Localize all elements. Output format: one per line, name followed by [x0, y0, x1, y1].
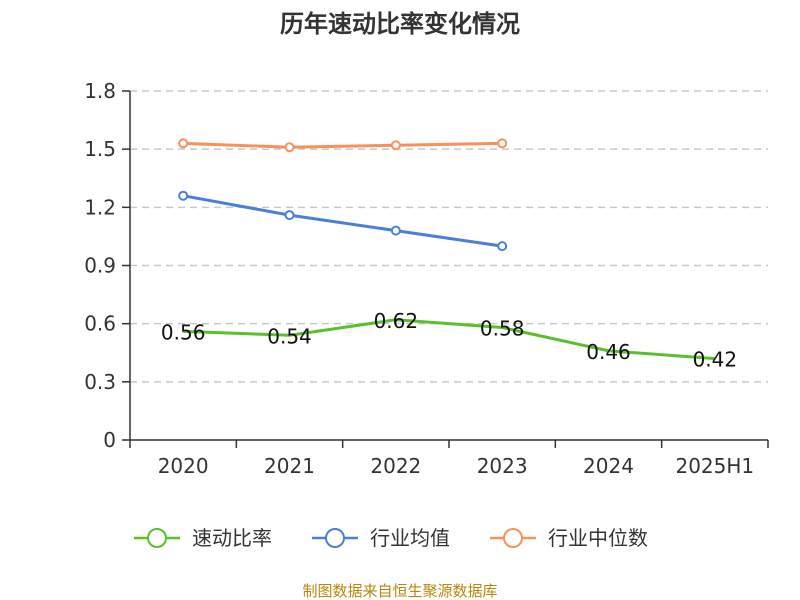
- legend-swatch-marker: [325, 528, 345, 548]
- axes: [122, 90, 769, 448]
- x-tick-label: 2020: [158, 454, 209, 478]
- x-tick-label: 2021: [264, 454, 315, 478]
- data-label: 0.56: [161, 320, 206, 344]
- x-axis-ticks: 2020 2021 2022 2023 2024 2025H1: [158, 454, 754, 478]
- series-0: 0.56 0.54 0.62 0.58 0.46 0.42: [161, 309, 737, 372]
- x-tick-label: 2023: [477, 454, 528, 478]
- series-line: [183, 141, 503, 149]
- data-point: [178, 138, 189, 149]
- legend-swatch-marker: [147, 528, 167, 548]
- legend-item-0[interactable]: 速动比率: [134, 526, 272, 550]
- y-tick-label: 0.3: [84, 370, 116, 394]
- y-tick-label: 0.9: [84, 254, 116, 278]
- data-point: [284, 142, 295, 153]
- data-point: [390, 225, 401, 236]
- x-tick-label: 2024: [583, 454, 634, 478]
- data-label: 0.54: [267, 324, 312, 348]
- legend-item-1[interactable]: 行业均值: [312, 526, 450, 550]
- y-tick-label: 1.2: [84, 195, 116, 219]
- legend[interactable]: 速动比率 行业均值 行业中位数: [134, 526, 648, 550]
- y-tick-label: 1.5: [84, 137, 116, 161]
- series-1: [178, 190, 508, 252]
- data-label: 0.62: [374, 309, 419, 333]
- x-tick-label: 2025H1: [675, 454, 754, 478]
- series-2: [178, 138, 508, 153]
- source-note: 制图数据来自恒生聚源数据库: [302, 582, 497, 600]
- legend-label: 速动比率: [192, 526, 272, 550]
- x-tick-label: 2022: [370, 454, 421, 478]
- y-tick-label: 0: [103, 428, 116, 452]
- data-point: [284, 210, 295, 221]
- data-label: 0.58: [480, 317, 525, 341]
- legend-label: 行业中位数: [548, 526, 648, 550]
- series-layer: 0.56 0.54 0.62 0.58 0.46 0.42: [161, 138, 737, 372]
- grid-lines: [130, 90, 768, 383]
- data-point: [178, 190, 189, 201]
- data-point: [390, 140, 401, 151]
- series-line: [183, 318, 715, 361]
- y-tick-label: 0.6: [84, 312, 116, 336]
- legend-item-2[interactable]: 行业中位数: [490, 526, 648, 550]
- y-axis-ticks: 0 0.3 0.6 0.9 1.2 1.5 1.8: [84, 79, 116, 452]
- data-point: [497, 138, 508, 149]
- y-tick-label: 1.8: [84, 79, 116, 103]
- series-line: [182, 194, 503, 248]
- legend-swatch-marker: [503, 528, 523, 548]
- chart-title: 历年速动比率变化情况: [280, 10, 520, 38]
- data-point: [497, 241, 508, 252]
- data-label: 0.42: [693, 348, 738, 372]
- legend-label: 行业均值: [370, 526, 450, 550]
- data-label: 0.46: [586, 340, 631, 364]
